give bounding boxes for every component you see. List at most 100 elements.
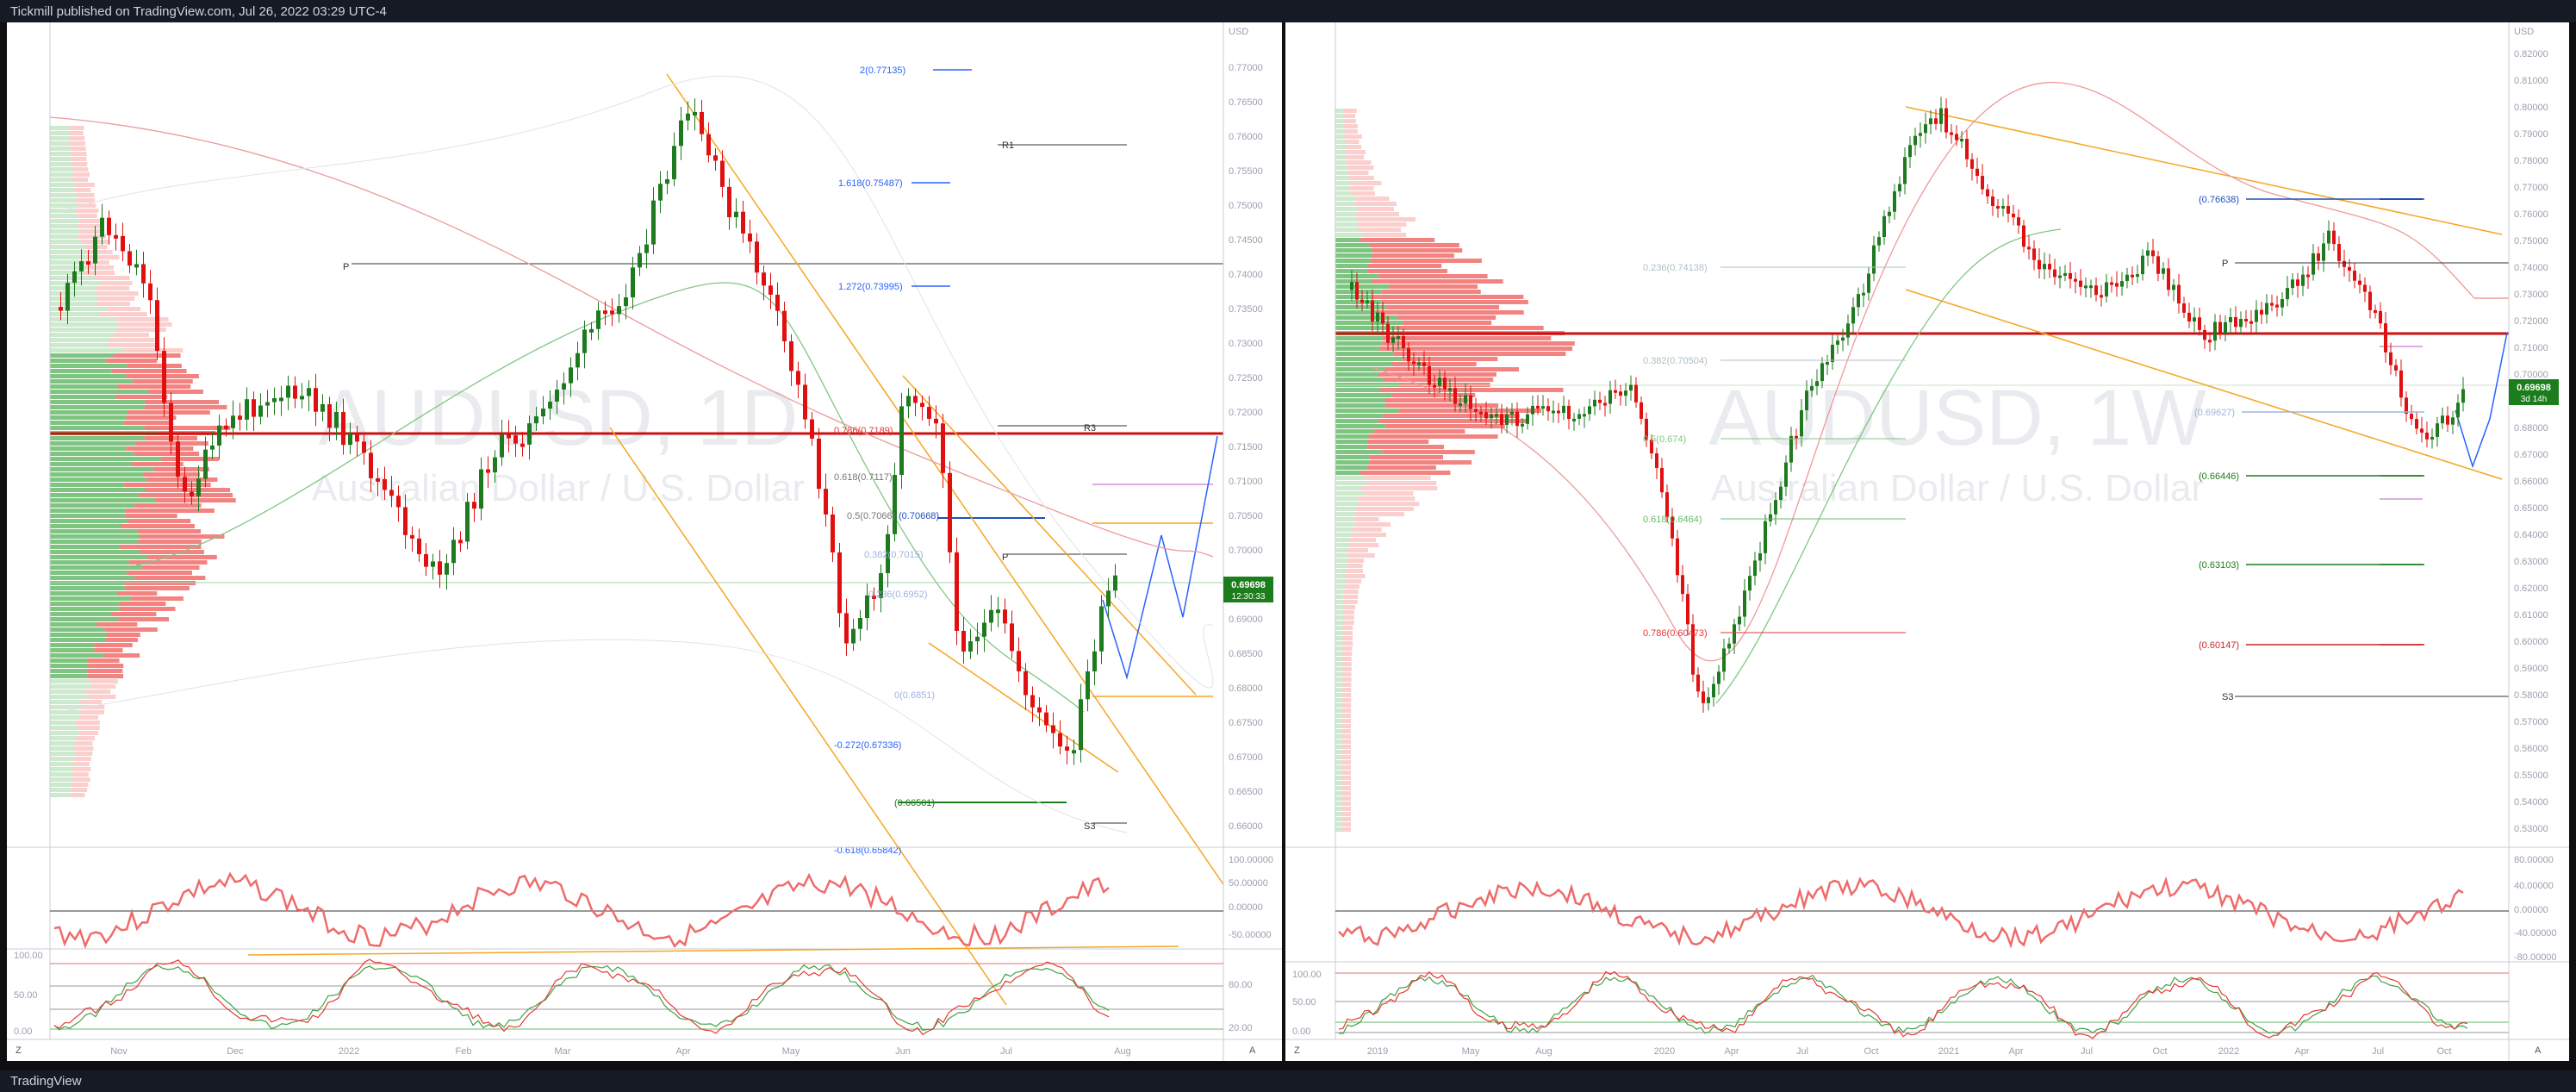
time-tick: Jun: [895, 1046, 911, 1057]
volume-profile-bar: [1335, 610, 1344, 615]
candle-body: [2084, 285, 2088, 289]
candle-body: [1748, 576, 1752, 591]
candle-body: [369, 452, 373, 478]
candle-body: [424, 553, 428, 567]
volume-profile-bar: [50, 731, 80, 735]
candle-body: [1500, 414, 1503, 425]
volume-profile-bar: [69, 793, 85, 797]
volume-profile-bar: [1335, 145, 1346, 149]
volume-profile-bar: [76, 721, 100, 725]
candle-body: [603, 310, 607, 315]
candle-body: [134, 264, 139, 268]
volume-profile-bar: [50, 141, 70, 146]
volume-profile-bar: [1342, 817, 1352, 821]
volume-profile-bar: [144, 405, 227, 409]
volume-profile-bar: [50, 291, 96, 296]
volume-profile-bar: [1378, 372, 1496, 377]
volume-profile-bar: [50, 705, 83, 709]
candle-body: [555, 390, 559, 402]
candle-body: [2301, 274, 2305, 286]
candle-body: [1898, 184, 1901, 191]
candle-body: [541, 409, 545, 417]
candle-body: [2312, 253, 2315, 275]
volume-profile-bar: [87, 674, 124, 678]
volume-profile-bar: [1342, 771, 1352, 775]
descending-channel-lower: [609, 427, 1007, 1006]
price-tick: 0.72500: [1229, 373, 1263, 384]
candle-body: [1826, 362, 1829, 365]
volume-profile-bar: [1335, 600, 1344, 604]
candle-body: [2125, 274, 2129, 282]
volume-profile-bar: [1335, 367, 1385, 371]
volume-profile-bar: [126, 446, 194, 451]
volume-profile-bar: [50, 514, 125, 518]
publisher-text: Tickmill published on TradingView.com, J…: [10, 4, 387, 19]
candle-body: [1743, 590, 1746, 617]
volume-profile-bar: [1335, 491, 1364, 496]
price-tick: 0.73000: [2514, 290, 2548, 300]
volume-profile-bar: [1335, 346, 1379, 351]
volume-profile-bar: [143, 472, 201, 477]
volume-profile-bar: [1370, 259, 1482, 263]
candle-body: [727, 186, 731, 218]
volume-profile-bar: [50, 338, 109, 342]
volume-profile-bar: [1335, 817, 1343, 821]
volume-profile-bar: [75, 183, 96, 187]
volume-profile-bar: [1335, 646, 1343, 651]
weekly-chart-svg[interactable]: AUDUSD, 1W Australian Dollar / U.S. Doll…: [1285, 22, 2569, 1061]
candle-body: [913, 396, 918, 403]
candle-body: [1459, 402, 1462, 406]
volume-profile-bar: [1342, 688, 1352, 692]
candle-body: [1872, 245, 1876, 274]
volume-profile-bar: [1368, 434, 1498, 439]
chart-panel-weekly[interactable]: AUDUSD, 1W Australian Dollar / U.S. Doll…: [1285, 22, 2569, 1061]
volume-profile-bar: [1335, 378, 1384, 382]
volume-profile-bar: [50, 126, 70, 130]
price-tick: 0.71000: [1229, 477, 1263, 487]
osc-tick: 80.00: [1229, 980, 1253, 990]
volume-profile-bar: [50, 131, 70, 135]
volume-profile-bar: [79, 731, 99, 735]
volume-profile-bar: [1335, 522, 1355, 527]
chart-panel-daily[interactable]: AUDUSD, 1D Australian Dollar / U.S. Doll…: [7, 22, 1282, 1061]
zoom-button[interactable]: Z: [1294, 1045, 1300, 1056]
volume-profile-bar: [50, 586, 126, 590]
auto-scale-button[interactable]: A: [1249, 1045, 1256, 1056]
volume-profile-bar: [75, 741, 93, 746]
volume-profile-bar: [1335, 641, 1343, 646]
candle-body: [1810, 386, 1814, 391]
candle-body: [1919, 133, 1922, 136]
volume-profile-bar: [72, 157, 87, 161]
volume-profile-bar: [1335, 636, 1343, 640]
candle-body: [203, 449, 208, 479]
volume-profile-bar: [78, 219, 100, 223]
volume-profile-bar: [1344, 134, 1362, 139]
candle-body: [2317, 253, 2320, 261]
daily-chart-svg[interactable]: AUDUSD, 1D Australian Dollar / U.S. Doll…: [7, 22, 1282, 1061]
instrument-watermark: Australian Dollar / U.S. Dollar: [312, 467, 805, 509]
candle-body: [1939, 108, 1943, 124]
fib-level-label: -0.618(0.65842): [834, 846, 901, 856]
auto-scale-button[interactable]: A: [2535, 1045, 2542, 1056]
candle-body: [2069, 272, 2072, 279]
candle-body: [2332, 230, 2336, 245]
volume-profile-bar: [50, 415, 127, 420]
volume-profile-bar: [50, 374, 127, 378]
volume-profile-bar: [50, 617, 119, 621]
candle-body: [1846, 323, 1850, 338]
volume-profile-bar: [137, 529, 202, 534]
candle-body: [1113, 575, 1117, 591]
candle-body: [672, 146, 676, 179]
osc-tick: 50.00000: [1229, 878, 1268, 889]
candle-body: [879, 573, 883, 598]
volume-profile-bar: [125, 586, 190, 590]
tradingview-logo[interactable]: TradingView: [10, 1074, 82, 1089]
zoom-button[interactable]: Z: [16, 1045, 22, 1056]
candle-body: [1044, 712, 1048, 726]
candle-body: [1955, 134, 1958, 140]
volume-profile-bar: [1392, 352, 1566, 356]
candle-body: [644, 244, 649, 253]
candle-body: [445, 563, 449, 575]
volume-profile-bar: [96, 291, 139, 296]
candle-body: [59, 307, 63, 311]
